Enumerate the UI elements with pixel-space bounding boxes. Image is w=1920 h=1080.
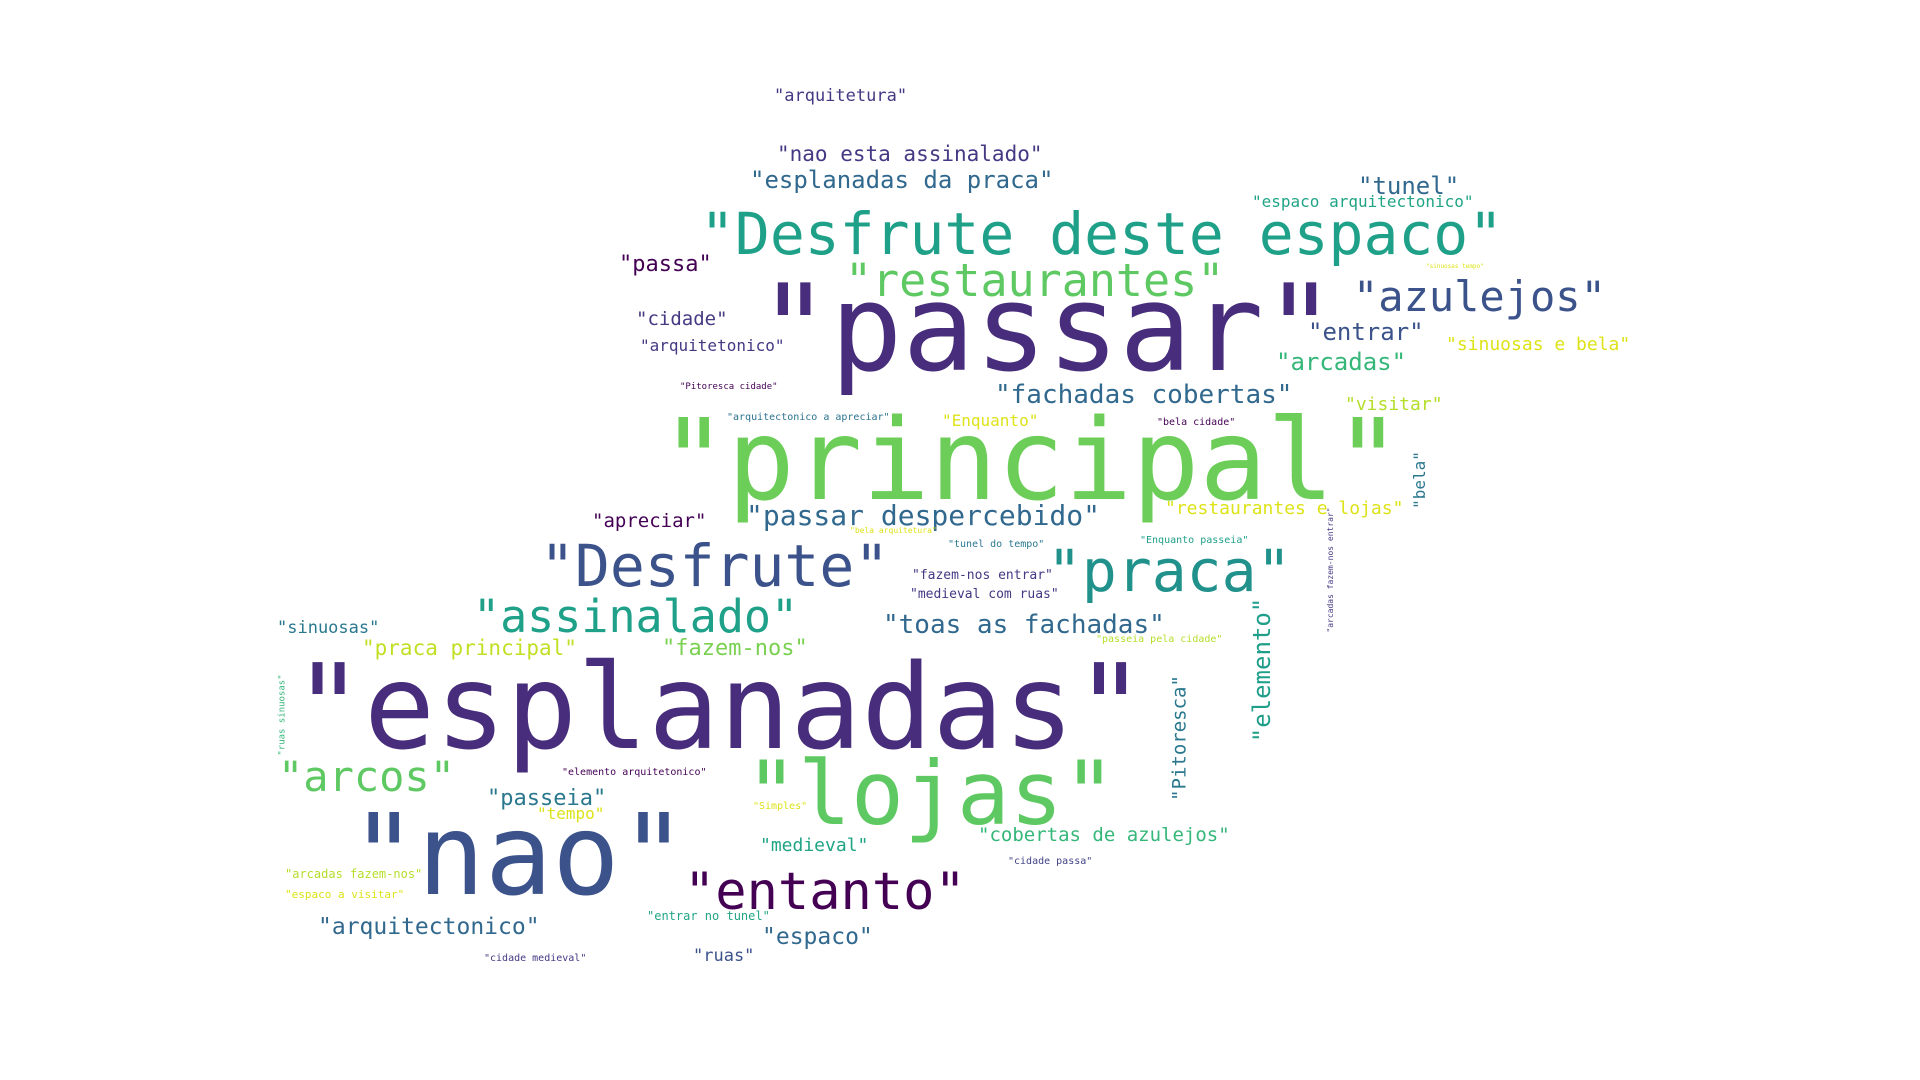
word: "bela cidade" (1157, 417, 1236, 428)
word: "espaco" (762, 924, 873, 950)
word: "apreciar" (592, 510, 707, 532)
word: "Simples" (753, 801, 808, 812)
word: "medieval com ruas" (910, 587, 1059, 602)
word: "arquitectonico a apreciar" (727, 412, 890, 423)
word: "Pitoresca cidade" (680, 382, 778, 392)
word: "cidade" (636, 308, 728, 330)
word: "nao esta assinalado" (777, 142, 1043, 166)
word: "arquitetonico" (640, 336, 785, 355)
word: "arquitetura" (774, 86, 908, 106)
word: "cobertas de azulejos" (978, 824, 1230, 846)
word: "passar" (758, 260, 1336, 399)
word: "entrar no tunel" (647, 909, 770, 923)
word: "arcadas fazem-nos entrar" (1326, 507, 1335, 633)
word: "assinalado" (473, 590, 799, 643)
word: "sinuosas e bela" (1446, 334, 1631, 355)
word: "arcadas" (1276, 348, 1407, 376)
word: "arcadas fazem-nos" (285, 867, 423, 881)
word: "passar despercebido" (746, 499, 1101, 532)
word: "arcos" (278, 752, 456, 801)
word: "medieval" (760, 835, 869, 856)
word: "espaco arquitectonico" (1252, 192, 1474, 211)
word: "tunel do tempo" (948, 539, 1045, 550)
word: "esplanadas" (293, 638, 1146, 776)
word: "passa" (619, 252, 712, 277)
word: "praca" (1047, 537, 1292, 605)
word: "fachadas cobertas" (995, 380, 1293, 410)
word: "restaurantes e lojas" (1165, 498, 1404, 519)
word: "restaurantes" (845, 254, 1225, 307)
word: "esplanadas da praca" (750, 166, 1054, 194)
word: "ruas" (693, 946, 755, 966)
word: "Enquanto" (942, 411, 1039, 430)
word: "toas as fachadas" (883, 610, 1165, 640)
word: "cidade passa" (1008, 856, 1093, 867)
word: "bela" (1410, 451, 1429, 509)
word: "elemento arquitetonico" (562, 767, 707, 778)
word: "entanto" (684, 862, 966, 922)
word: "tunel" (1358, 172, 1460, 200)
word: "praca principal" (362, 636, 577, 660)
word: "passeia pela cidade" (1096, 634, 1223, 645)
word: "Pitoresca" (1168, 675, 1191, 801)
word: "elemento" (1248, 597, 1276, 743)
word: "lojas" (745, 742, 1116, 845)
word: "Enquanto passeia" (1140, 535, 1249, 546)
word: "ruas sinuosas" (277, 674, 288, 756)
word: "passeia" (487, 786, 607, 811)
word: "sinuosas tempo" (1426, 263, 1484, 270)
word: "sinuosas" (277, 618, 380, 638)
word: "cidade medieval" (484, 953, 587, 964)
word: "fazem-nos entrar" (912, 568, 1053, 583)
word: "arquitectonico" (318, 914, 540, 940)
word: "Desfrute deste espaco" (700, 200, 1504, 268)
word: "tempo" (537, 804, 605, 823)
word: "espaco a visitar" (285, 888, 405, 901)
word: "azulejos" (1353, 272, 1606, 321)
word: "visitar" (1345, 394, 1443, 415)
word: "nao" (350, 791, 688, 921)
word: "principal" (660, 396, 1402, 526)
word: "Desfrute" (540, 532, 890, 600)
word: "fazem-nos" (662, 636, 808, 661)
word: "entrar" (1308, 318, 1424, 346)
word: "bela arquitetura" (850, 526, 937, 535)
